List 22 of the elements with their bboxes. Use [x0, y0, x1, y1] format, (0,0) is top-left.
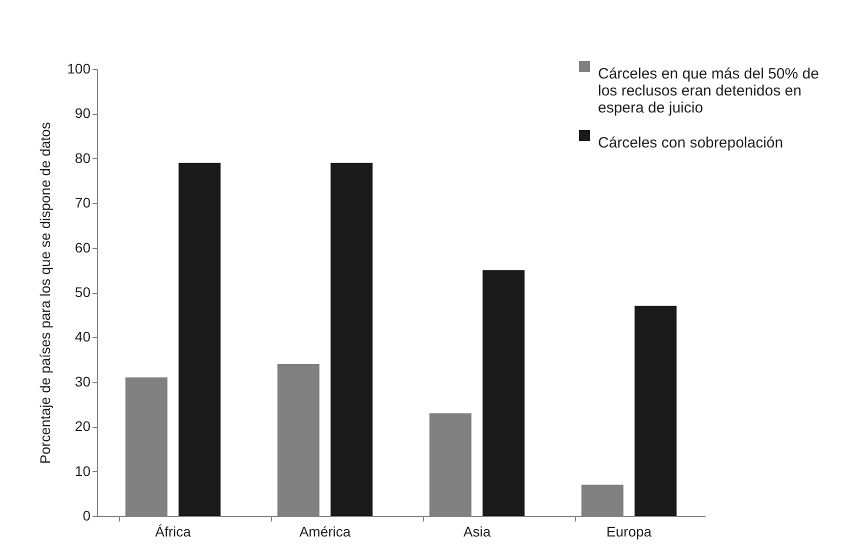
y-tick-label: 70 [74, 194, 91, 211]
bar [178, 162, 221, 516]
x-tick-label: América [299, 524, 351, 540]
y-tick-label: 80 [74, 150, 91, 166]
y-tick-label: 60 [74, 239, 91, 256]
x-tick-label: Asia [463, 524, 491, 540]
legend-label: Cárceles en que más del 50% de los reclusos eran detenidos en espera de juicio [598, 66, 819, 116]
bar [634, 306, 677, 516]
legend-label: Cárceles con sobrepolación [598, 134, 784, 152]
y-tick-label: 0 [82, 508, 91, 524]
y-tick-label: 20 [74, 418, 91, 434]
y-tick-label: 30 [74, 373, 91, 390]
y-tick-label: 90 [74, 105, 91, 122]
bar [330, 162, 373, 516]
y-tick-label: 10 [74, 462, 91, 479]
y-tick-label: 50 [74, 284, 91, 300]
bar [482, 270, 525, 516]
y-tick-label: 40 [74, 328, 91, 345]
y-tick-label: 100 [67, 60, 91, 76]
x-tick-label: Europa [606, 524, 652, 540]
y-axis-title: Porcentaje de países para los que se dispone de datos [37, 122, 54, 464]
x-tick-label: África [155, 524, 192, 540]
